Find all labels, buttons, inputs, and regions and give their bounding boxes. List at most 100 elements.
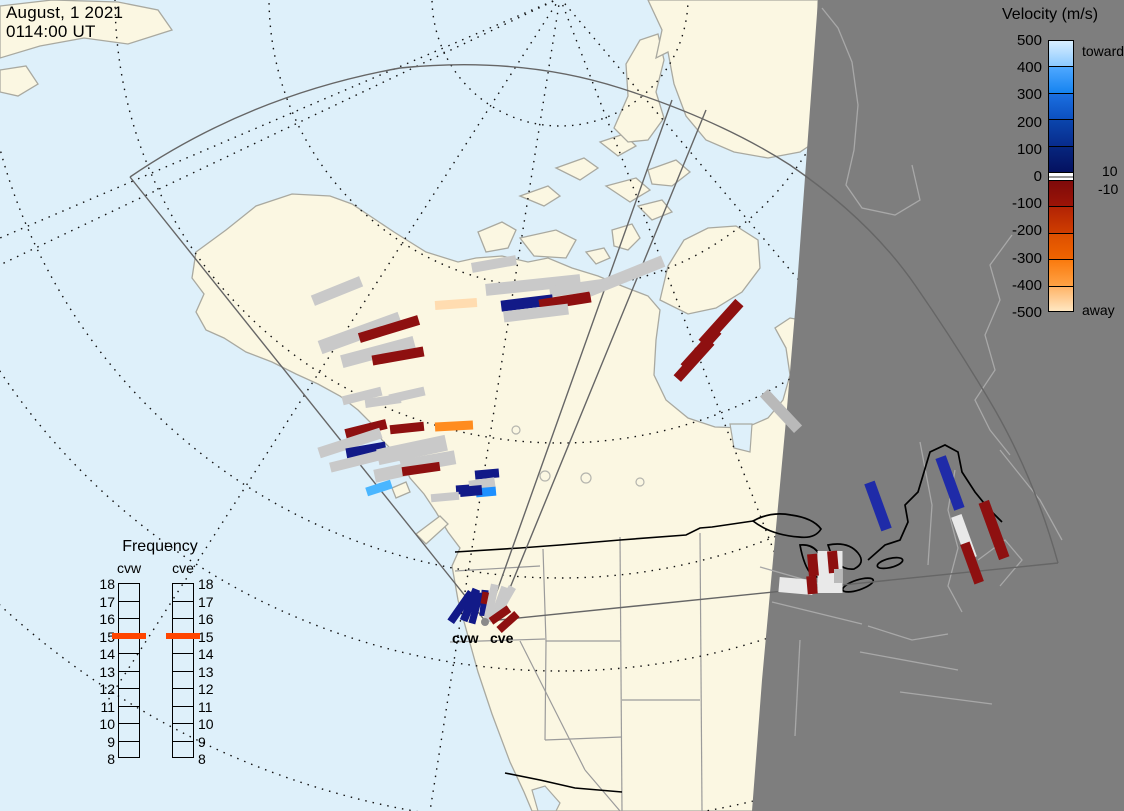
timestamp-block: August, 1 2021 0114:00 UT bbox=[6, 3, 123, 41]
freq-cell bbox=[173, 707, 193, 724]
velocity-vector bbox=[500, 294, 554, 312]
velocity-vector bbox=[549, 278, 605, 298]
velocity-vector bbox=[673, 338, 715, 382]
freq-scale-cvw bbox=[118, 583, 140, 758]
velocity-vector bbox=[434, 298, 478, 310]
velocity-vector bbox=[468, 591, 484, 625]
velocity-vector bbox=[357, 315, 421, 343]
velocity-vector bbox=[470, 255, 518, 273]
velocity-vector bbox=[494, 585, 516, 615]
velocity-vector bbox=[459, 587, 481, 623]
freq-tick-left: 11 bbox=[100, 698, 115, 715]
velocity-vector bbox=[778, 577, 814, 595]
colorbar-segment bbox=[1048, 232, 1074, 260]
velocity-vector bbox=[341, 386, 383, 406]
freq-tick-left: 17 bbox=[99, 593, 115, 610]
freq-marker-cvw bbox=[112, 632, 146, 639]
freq-tick-left: 10 bbox=[99, 716, 115, 732]
freq-cell bbox=[119, 654, 139, 672]
velocity-vector bbox=[503, 303, 569, 323]
freq-tick-left: 15 bbox=[99, 628, 115, 645]
fov-inner-line-east bbox=[495, 109, 707, 623]
james-bay bbox=[729, 423, 753, 453]
freq-cell bbox=[173, 654, 193, 672]
velocity-vector bbox=[371, 346, 425, 366]
fov-west-edge bbox=[129, 176, 487, 623]
colorbar-zero-band bbox=[1048, 171, 1074, 180]
freq-cell bbox=[119, 689, 139, 707]
freq-cell bbox=[173, 742, 193, 760]
velocity-legend: Velocity (m/s) 500 400 300 200 100 0 -100 -200 -… bbox=[1000, 4, 1124, 328]
velocity-vector bbox=[960, 541, 984, 585]
freq-cell bbox=[173, 689, 193, 707]
freq-tick-right: 17 bbox=[198, 593, 214, 610]
freq-cell bbox=[119, 742, 139, 760]
freq-cell bbox=[173, 724, 193, 742]
velocity-tick: -100 bbox=[1011, 195, 1042, 213]
frequency-legend-title: Frequency bbox=[122, 538, 198, 555]
velocity-tick: -300 bbox=[1011, 249, 1042, 267]
colorbar-segment bbox=[1048, 259, 1074, 286]
pos-threshold-label: 10 bbox=[1102, 163, 1118, 179]
night-outlines bbox=[759, 7, 1063, 737]
freq-tick-left: 14 bbox=[99, 646, 115, 662]
gulf-of-california bbox=[531, 785, 561, 811]
velocity-vector bbox=[834, 569, 842, 583]
bays-and-lakes bbox=[511, 423, 753, 811]
toward-label: toward bbox=[1082, 43, 1124, 59]
velocity-tick: 300 bbox=[1016, 86, 1042, 104]
velocity-tick: -500 bbox=[1011, 304, 1042, 321]
velocity-vector bbox=[376, 434, 448, 466]
freq-tick-right: 16 bbox=[198, 611, 214, 627]
velocity-vector bbox=[345, 441, 387, 459]
us-mexico-border bbox=[504, 772, 623, 793]
velocity-vector bbox=[485, 274, 581, 296]
velocity-colorbar bbox=[1048, 40, 1074, 312]
freq-marker-cve bbox=[166, 632, 200, 639]
velocity-legend-title: Velocity (m/s) bbox=[1002, 6, 1099, 23]
velocity-vector bbox=[474, 468, 500, 480]
freq-tick-left: 13 bbox=[99, 663, 115, 680]
velocity-vector bbox=[310, 276, 364, 306]
freq-scale-cve bbox=[172, 583, 194, 758]
freq-tick-right: 15 bbox=[198, 628, 214, 645]
velocity-vector bbox=[483, 583, 499, 623]
freq-column-cve-label: cve bbox=[172, 560, 194, 576]
freq-cell bbox=[119, 584, 139, 602]
velocity-tick: 100 bbox=[1016, 140, 1042, 158]
date-label: August, 1 2021 bbox=[6, 3, 124, 22]
velocity-vector bbox=[978, 499, 1010, 561]
velocity-vector bbox=[480, 591, 490, 605]
velocity-tick: 200 bbox=[1016, 113, 1042, 131]
fov-inner-line-west bbox=[485, 99, 673, 623]
velocity-vector bbox=[430, 491, 460, 503]
frequency-legend: Frequency cvw cve 18 18 17 17 16 16 15 15 14 14 13… bbox=[95, 538, 225, 773]
radar-site-dot bbox=[481, 618, 489, 626]
velocity-vector bbox=[488, 605, 512, 625]
velocity-vector bbox=[807, 553, 819, 577]
map-radar-label-cve: cve bbox=[490, 630, 514, 646]
fov-outer-arc bbox=[129, 64, 1059, 564]
velocity-vector bbox=[365, 479, 393, 497]
freq-cell bbox=[173, 584, 193, 602]
velocity-vector bbox=[340, 336, 416, 368]
velocity-vector bbox=[434, 420, 474, 432]
velocity-vector bbox=[496, 610, 520, 634]
colorbar-segment bbox=[1048, 145, 1074, 172]
night-terminator-shade bbox=[752, 0, 1124, 811]
velocity-vector bbox=[447, 589, 475, 625]
colorbar-segment bbox=[1048, 92, 1074, 120]
velocity-vector bbox=[864, 480, 892, 532]
velocity-vector bbox=[344, 419, 388, 439]
time-label: 0114:00 UT bbox=[6, 22, 96, 42]
freq-tick-left: 8 bbox=[107, 751, 115, 767]
freq-cell bbox=[119, 602, 139, 619]
velocity-tick: 400 bbox=[1016, 59, 1042, 77]
colorbar-segment bbox=[1048, 119, 1074, 146]
freq-cell bbox=[119, 672, 139, 689]
freq-cell bbox=[119, 637, 139, 654]
velocity-vector bbox=[459, 485, 483, 497]
freq-tick-right: 14 bbox=[198, 646, 214, 662]
